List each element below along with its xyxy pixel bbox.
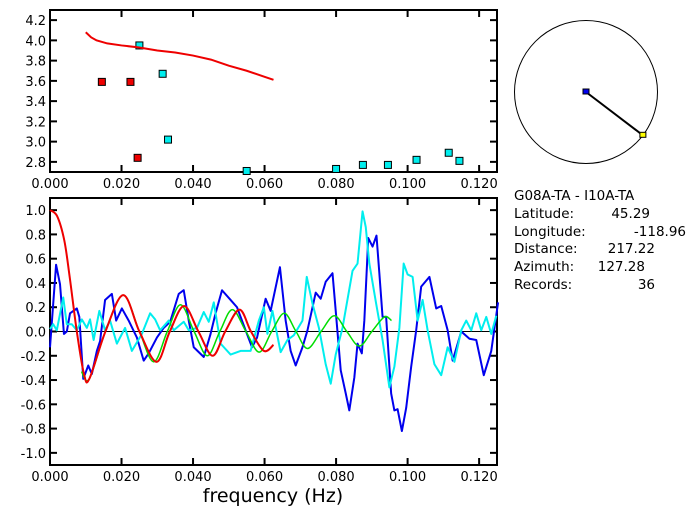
azimuth-line	[585, 91, 644, 137]
y-tick-label: 3.2	[25, 115, 46, 130]
station-pair: G08A-TA - I10A-TA	[514, 188, 635, 204]
cyan-point	[135, 41, 144, 50]
y-tick-label: 0.2	[25, 301, 46, 316]
cyan-point	[332, 164, 341, 173]
y-tick-label: 1.0	[25, 204, 46, 219]
cyan-point	[383, 160, 392, 169]
correlation-plot: 0.000 0.020 0.040 0.060 0.080 0.100 0.120 -1.0 -…	[21, 197, 500, 485]
x-tick-label: 0.000	[31, 177, 68, 192]
y-tick-label: 0.4	[25, 277, 46, 292]
red-point	[126, 77, 135, 86]
x-tick-label: 0.120	[461, 470, 498, 485]
records-value: 36	[638, 277, 655, 293]
red-point	[97, 77, 106, 86]
y-tick-label: 0.0	[25, 326, 46, 341]
red-series-line	[49, 209, 275, 384]
latitude-label: Latitude:	[514, 206, 574, 222]
x-tick-label: 0.060	[246, 470, 283, 485]
x-tick-label: 0.080	[317, 470, 354, 485]
azimuth-compass	[514, 20, 658, 164]
x-tick-label: 0.100	[389, 470, 426, 485]
x-axis-label: frequency (Hz)	[203, 485, 343, 507]
y-tick-label: -0.2	[21, 350, 46, 365]
y-tick-label: 3.8	[25, 55, 46, 70]
target-marker	[639, 131, 647, 138]
y-tick-label: 4.2	[25, 14, 46, 29]
latitude-value: 45.29	[611, 206, 650, 222]
y-tick-label: 2.8	[25, 156, 46, 171]
cyan-point	[164, 135, 173, 144]
plot-frame	[49, 9, 498, 173]
y-tick-label: 0.8	[25, 228, 46, 243]
x-tick-label: 0.020	[103, 470, 140, 485]
red-curve	[85, 31, 274, 81]
y-tick-label: 4.0	[25, 34, 46, 49]
x-tick-label: 0.080	[317, 177, 354, 192]
compass-circle	[514, 20, 658, 164]
red-point	[133, 153, 142, 162]
cyan-point	[242, 166, 251, 175]
y-tick-label: -0.4	[21, 374, 46, 389]
dispersion-plot: 0.000 0.020 0.040 0.060 0.080 0.100 0.120 2.8 3.…	[25, 9, 498, 192]
y-tick-label: -0.8	[21, 423, 46, 438]
x-tick-label: 0.120	[461, 177, 498, 192]
x-tick-label: 0.100	[389, 177, 426, 192]
x-tick-label: 0.060	[246, 177, 283, 192]
station-info: G08A-TA - I10A-TA Latitude: 45.29 Longit…	[514, 188, 686, 293]
x-tick-label: 0.020	[103, 177, 140, 192]
cyan-point	[444, 148, 453, 157]
azimuth-value: 127.28	[598, 259, 645, 275]
records-label: Records:	[514, 277, 572, 293]
blue-series-line	[49, 234, 500, 433]
plot-area	[85, 31, 464, 175]
y-tick-label: 0.6	[25, 253, 46, 268]
cyan-point	[158, 69, 167, 78]
y-tick-label: -1.0	[21, 447, 46, 462]
y-tick-label: 3.6	[25, 75, 46, 90]
x-tick-label: 0.040	[174, 177, 211, 192]
azimuth-label: Azimuth:	[514, 259, 574, 275]
y-tick-label: -0.6	[21, 398, 46, 413]
x-tick-label: 0.000	[31, 470, 68, 485]
longitude-value: -118.96	[634, 224, 686, 240]
x-tick-label: 0.040	[174, 470, 211, 485]
y-tick-label: 3.0	[25, 136, 46, 151]
distance-label: Distance:	[514, 241, 578, 257]
station-marker	[582, 88, 590, 95]
cyan-point	[455, 156, 464, 165]
y-tick-label: 3.4	[25, 95, 46, 110]
longitude-label: Longitude:	[514, 224, 586, 240]
distance-value: 217.22	[608, 241, 655, 257]
cyan-point	[412, 155, 421, 164]
cyan-point	[358, 160, 367, 169]
